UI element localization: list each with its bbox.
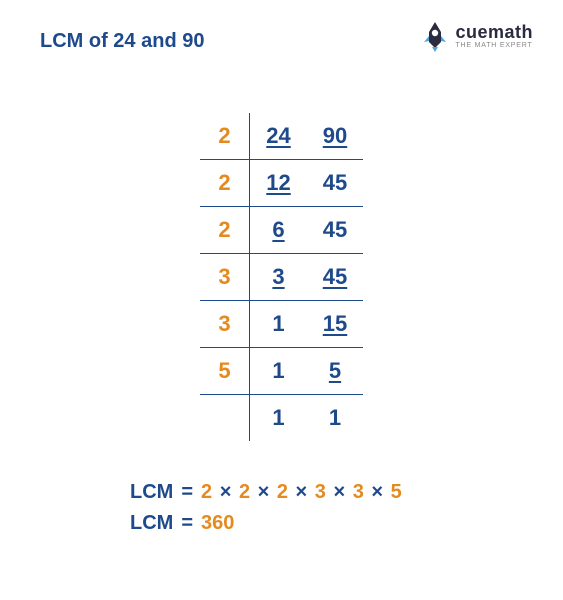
rocket-icon (421, 20, 449, 52)
divisor-cell: 2 (200, 207, 250, 254)
dividend-b-cell: 45 (307, 254, 363, 301)
equals-sign: = (181, 481, 193, 504)
divisor-cell: 3 (200, 254, 250, 301)
times-sign: × (328, 481, 351, 503)
dividend-a-cell: 1 (250, 301, 307, 348)
table-row: 11 (200, 395, 363, 442)
lcm-value-line: LCM = 360 (130, 512, 523, 535)
divisor-cell (200, 395, 250, 442)
dividend-b-cell: 15 (307, 301, 363, 348)
lcm-label: LCM (130, 481, 173, 504)
table-row: 2645 (200, 207, 363, 254)
dividend-a-cell: 24 (250, 113, 307, 160)
factor: 3 (353, 481, 364, 503)
lcm-factors-line: LCM = 2 × 2 × 2 × 3 × 3 × 5 (130, 481, 523, 504)
dividend-a-cell: 6 (250, 207, 307, 254)
table-row: 3345 (200, 254, 363, 301)
dividend-b-cell: 90 (307, 113, 363, 160)
logo-tagline: THE MATH EXPERT (455, 42, 533, 49)
factor: 5 (391, 481, 402, 503)
dividend-b-cell: 5 (307, 348, 363, 395)
table-row: 515 (200, 348, 363, 395)
times-sign: × (214, 481, 237, 503)
dividend-a-cell: 1 (250, 395, 307, 442)
logo: cuemath THE MATH EXPERT (421, 20, 533, 52)
factor: 2 (239, 481, 250, 503)
times-sign: × (290, 481, 313, 503)
equals-sign: = (181, 512, 193, 535)
times-sign: × (366, 481, 389, 503)
dividend-a-cell: 3 (250, 254, 307, 301)
factor-expression: 2 × 2 × 2 × 3 × 3 × 5 (201, 481, 402, 504)
times-sign: × (252, 481, 275, 503)
dividend-a-cell: 1 (250, 348, 307, 395)
divisor-cell: 2 (200, 160, 250, 207)
table-row: 22490 (200, 113, 363, 160)
factor: 2 (277, 481, 288, 503)
lcm-label: LCM (130, 512, 173, 535)
divisor-cell: 2 (200, 113, 250, 160)
division-table-wrap: 224902124526453345311551511 (40, 113, 523, 441)
results: LCM = 2 × 2 × 2 × 3 × 3 × 5 LCM = 360 (130, 481, 523, 535)
divisor-cell: 5 (200, 348, 250, 395)
dividend-b-cell: 45 (307, 160, 363, 207)
logo-name: cuemath (455, 23, 533, 41)
division-table: 224902124526453345311551511 (200, 113, 363, 441)
divisor-cell: 3 (200, 301, 250, 348)
lcm-value: 360 (201, 512, 234, 535)
dividend-b-cell: 1 (307, 395, 363, 442)
table-row: 21245 (200, 160, 363, 207)
dividend-a-cell: 12 (250, 160, 307, 207)
factor: 2 (201, 481, 212, 503)
factor: 3 (315, 481, 326, 503)
dividend-b-cell: 45 (307, 207, 363, 254)
table-row: 3115 (200, 301, 363, 348)
